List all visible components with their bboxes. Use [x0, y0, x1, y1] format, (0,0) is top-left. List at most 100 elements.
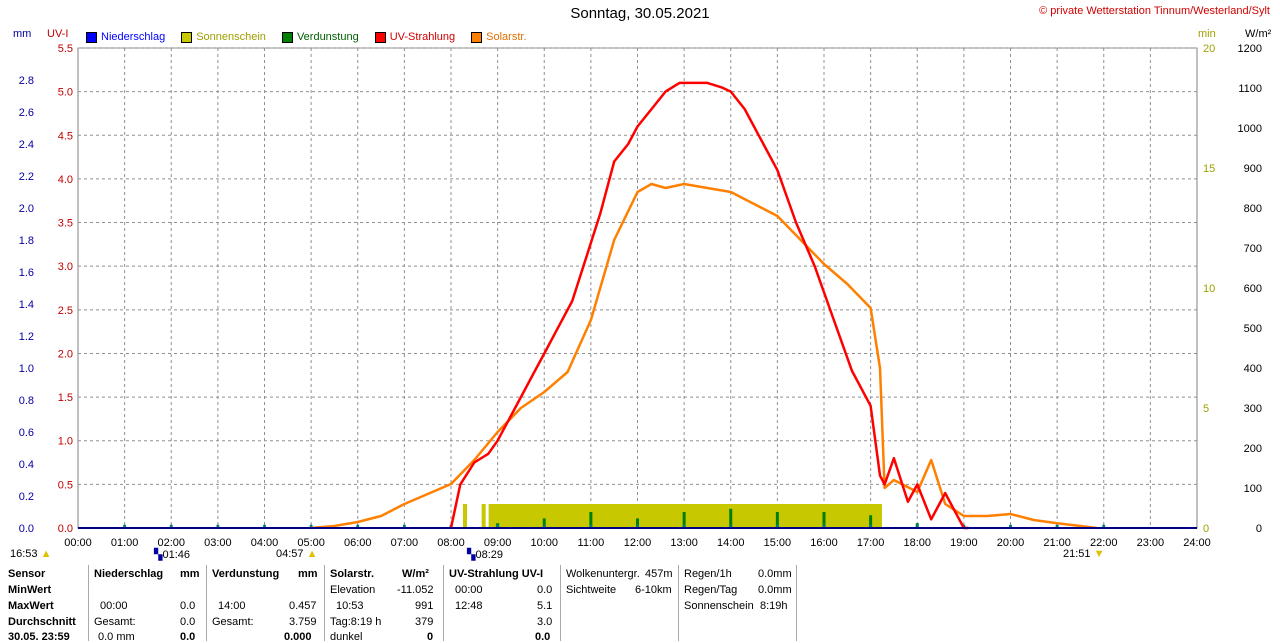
uv-tick-label: 3.5: [58, 218, 73, 230]
uv-max-time: 12:48: [455, 600, 483, 612]
sunshine-mark: [462, 504, 467, 528]
wm2-tick-label: 700: [1244, 243, 1262, 255]
legend-swatch: [281, 31, 293, 43]
x-tick-label: 05:00: [297, 537, 325, 549]
solar-day-val: 379: [415, 616, 434, 628]
hdr-precip: Niederschlag: [94, 568, 164, 580]
marker-sunrise: 04:57 ▲: [276, 548, 318, 560]
hour-baseline-mark: [1009, 524, 1012, 528]
rain-hour-label: Regen/1h: [684, 568, 732, 580]
uv-tick-label: 0.5: [58, 479, 73, 491]
precip-last-val: 0.0 mm: [98, 631, 135, 643]
stats-table: Sensor MinWert MaxWert Durchschnitt 30.0…: [0, 565, 1280, 643]
mm-tick-label: 2.4: [19, 139, 34, 151]
mm-tick-label: 0.0: [19, 523, 34, 535]
sunshine-mark: [495, 504, 500, 528]
row-max: MaxWert: [8, 600, 54, 612]
precip-last-bold: 0.0: [180, 631, 196, 643]
row-avg: Durchschnitt: [8, 616, 76, 628]
cloud-base-val: 457m: [645, 568, 673, 580]
wm2-tick-label: 600: [1244, 283, 1262, 295]
legend-swatch: [86, 31, 97, 43]
marker-sun-event2: ▚08:29: [467, 549, 503, 561]
marker-left-time: 16:53 ▲: [10, 548, 52, 560]
hour-baseline-mark: [356, 524, 360, 528]
marker-moonset: ▚01:46: [154, 549, 190, 561]
hour-baseline-mark: [682, 524, 686, 528]
mm-tick-label: 0.8: [19, 395, 34, 407]
x-tick-label: 08:00: [437, 537, 465, 549]
sunshine-mark: [488, 504, 493, 528]
uv-tick-label: 4.0: [58, 174, 73, 186]
legend-label: UV-Strahlung: [389, 31, 456, 43]
mm-tick-label: 1.0: [19, 363, 34, 375]
hour-baseline-mark: [729, 524, 733, 528]
sunshine-mark: [481, 504, 486, 528]
col-uv: [443, 565, 444, 641]
unit-wm2: W/m²: [1245, 28, 1272, 40]
mm-tick-label: 1.2: [19, 331, 34, 343]
legend-swatch: [471, 31, 483, 43]
uv-max-val: 5.1: [537, 600, 553, 612]
col-rain: [678, 565, 679, 641]
uv-tick-label: 2.5: [58, 305, 73, 317]
mm-tick-label: 0.4: [19, 459, 34, 471]
rain-hour-val: 0.0mm: [758, 568, 792, 580]
uv-avg-val: 3.0: [537, 616, 553, 628]
min-tick-label: 20: [1203, 43, 1215, 55]
x-tick-label: 18:00: [903, 537, 931, 549]
hour-baseline-mark: [775, 524, 779, 528]
uv-tick-label: 5.5: [58, 43, 73, 55]
min-tick-label: 5: [1203, 403, 1209, 415]
sunshine-mark: [877, 504, 882, 528]
mm-tick-label: 2.0: [19, 203, 34, 215]
legend-swatch: [374, 31, 386, 43]
x-tick-label: 00:00: [64, 537, 92, 549]
mm-tick-label: 0.2: [19, 491, 34, 503]
hdr-solar-unit: W/m²: [402, 568, 429, 580]
col-precip: [88, 565, 89, 641]
mm-tick-label: 2.6: [19, 107, 34, 119]
hour-baseline-mark: [915, 524, 919, 528]
hour-baseline-mark: [1102, 524, 1106, 528]
mm-tick-label: 2.8: [19, 75, 34, 87]
x-tick-label: 17:00: [857, 537, 885, 549]
x-tick-label: 19:00: [950, 537, 978, 549]
legend: Niederschlag Sonnenschein Verdunstung UV…: [86, 31, 527, 43]
hour-baseline-mark: [822, 524, 826, 528]
mm-tick-label: 0.6: [19, 427, 34, 439]
x-tick-label: 01:00: [111, 537, 139, 549]
hour-baseline-mark: [402, 524, 406, 528]
uv-tick-label: 4.5: [58, 130, 73, 142]
solar-series-line: [310, 182, 1097, 530]
row-min: MinWert: [8, 584, 52, 596]
x-tick-label: 23:00: [1137, 537, 1165, 549]
hour-baseline-mark: [1055, 524, 1059, 528]
solar-max-time: 10:53: [336, 600, 364, 612]
hdr-precip-unit: mm: [180, 568, 200, 580]
x-tick-label: 22:00: [1090, 537, 1118, 549]
evap-total-val: 3.759: [289, 616, 317, 628]
x-tick-label: 13:00: [670, 537, 698, 549]
mm-tick-label: 2.2: [19, 171, 34, 183]
hour-baseline-mark: [589, 524, 593, 528]
sun-icon: ▼: [1093, 548, 1105, 560]
moon-icon: ▚: [467, 549, 476, 561]
unit-min: min: [1198, 28, 1216, 40]
wm2-tick-label: 1000: [1238, 123, 1262, 135]
legend-item-verdunstung: Verdunstung: [281, 31, 359, 43]
x-tick-label: 10:00: [530, 537, 558, 549]
marker-sunset: 21:51 ▼: [1063, 548, 1105, 560]
hdr-sensor: Sensor: [8, 568, 46, 580]
x-tick-label: 14:00: [717, 537, 745, 549]
x-tick-label: 15:00: [764, 537, 792, 549]
evap-max-val: 0.457: [289, 600, 317, 612]
hour-baseline-mark: [263, 524, 266, 528]
col-evap: [206, 565, 207, 641]
sun-icon: ▲: [40, 548, 52, 560]
wm2-tick-label: 200: [1244, 443, 1262, 455]
solar-max-val: 991: [415, 600, 434, 612]
precip-total-val: 0.0: [180, 616, 196, 628]
x-tick-label: 06:00: [344, 537, 372, 549]
wm2-tick-label: 500: [1244, 323, 1262, 335]
